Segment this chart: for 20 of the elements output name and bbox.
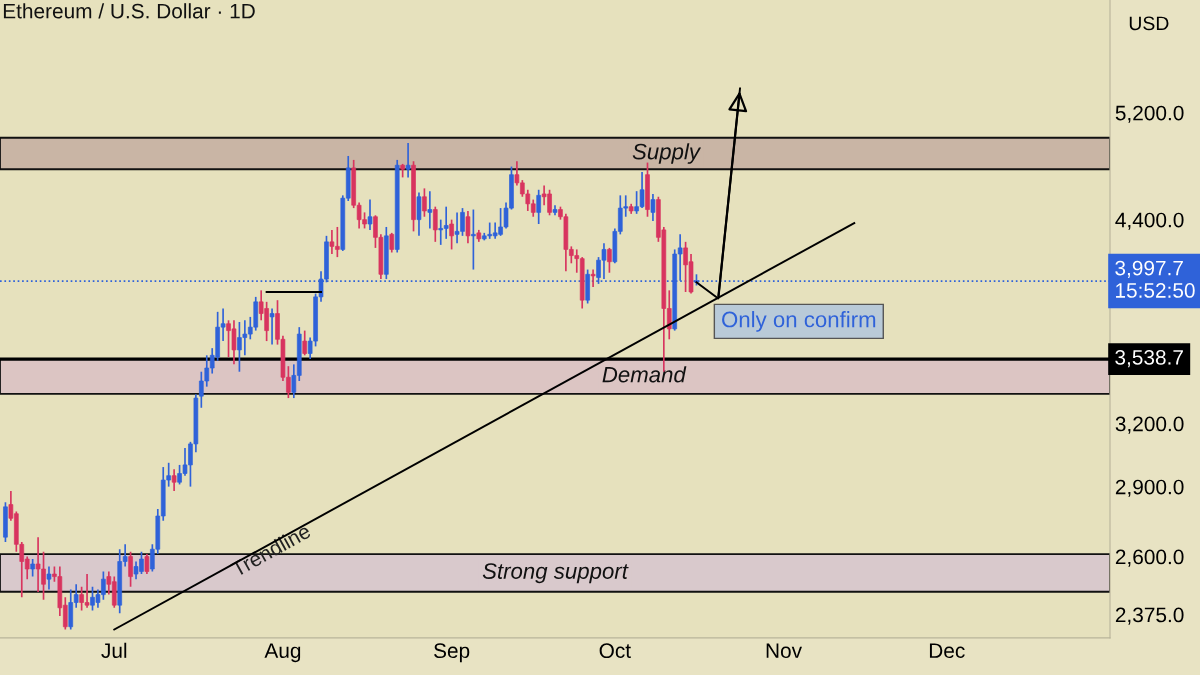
band-label: Strong support: [482, 563, 629, 584]
x-tick-label: Aug: [264, 643, 301, 663]
y-tick-label: 4,400.0: [1115, 212, 1184, 230]
band-label: Demand: [602, 366, 687, 383]
band-label: Supply: [632, 143, 702, 164]
y-tick-label: 3,200.0: [1115, 416, 1184, 434]
y-tick-label: 5,200.0: [1115, 105, 1184, 123]
ref-line-label: 3,538.7: [1115, 349, 1183, 368]
chart-title: Ethereum / U.S. Dollar · 1D: [3, 3, 255, 19]
x-tick-label: Dec: [929, 643, 965, 659]
y-tick-label: 2,375.0: [1115, 607, 1184, 625]
y-tick-label: 2,600.0: [1115, 549, 1184, 567]
ref-line-label: 3,997.7 15:52:50: [1115, 260, 1195, 298]
x-tick-label: Nov: [766, 643, 802, 659]
x-tick-label: Sep: [434, 643, 470, 663]
y-axis-title: USD: [1129, 16, 1169, 31]
annotation: Only on confirm: [722, 311, 876, 332]
x-tick-label: Jul: [101, 642, 127, 659]
y-tick-label: 2,900.0: [1115, 479, 1184, 497]
x-tick-label: Oct: [599, 643, 631, 659]
